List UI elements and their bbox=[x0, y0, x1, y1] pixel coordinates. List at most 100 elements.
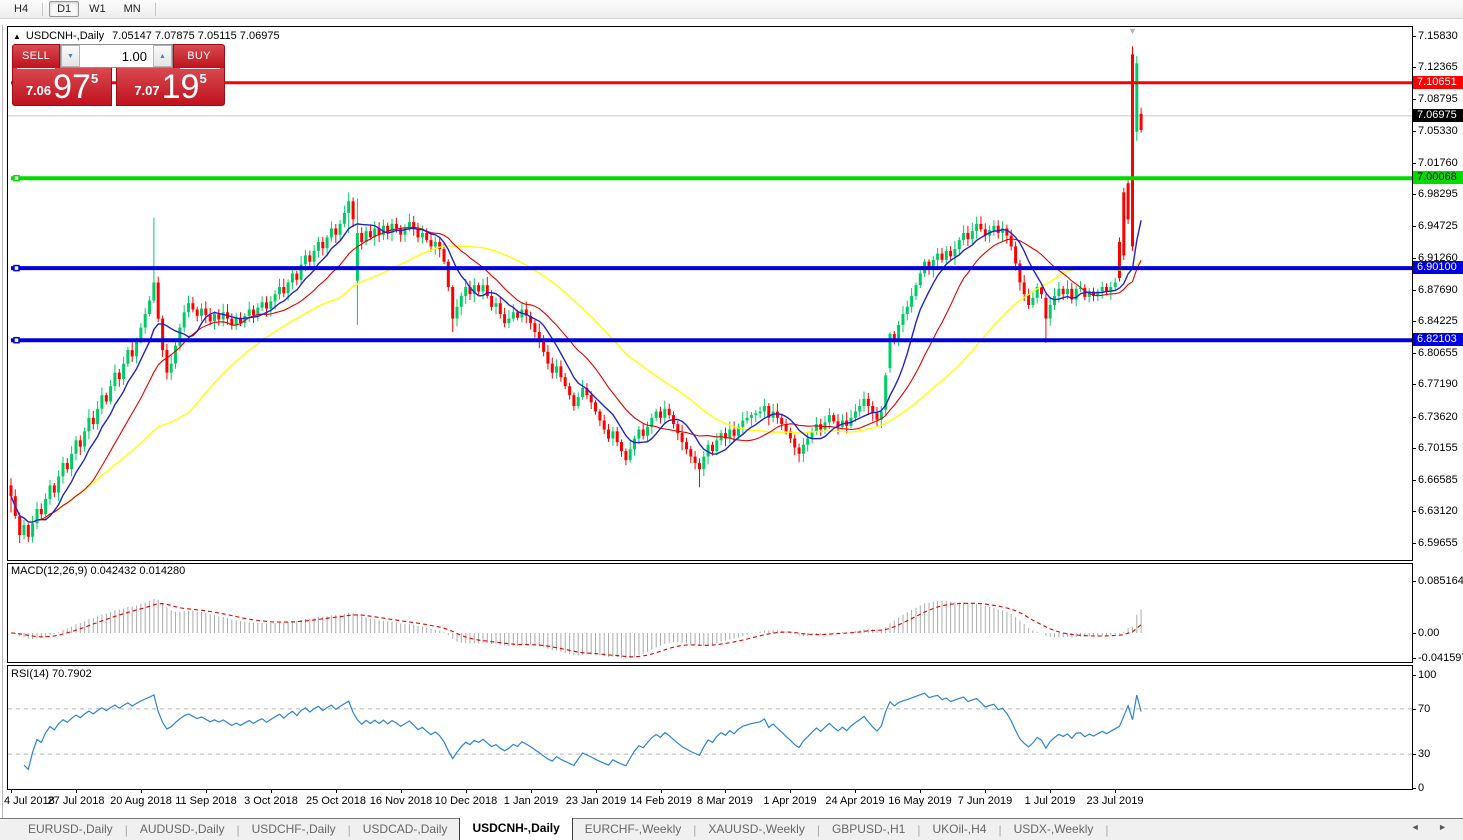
line-anchor[interactable] bbox=[13, 336, 20, 344]
tab-scroll-right-icon[interactable]: ► bbox=[1438, 822, 1455, 832]
date-tick bbox=[725, 789, 726, 793]
price-chart-canvas[interactable] bbox=[8, 27, 1412, 560]
candles-layer bbox=[9, 46, 1143, 544]
toolbar-separator bbox=[42, 2, 44, 16]
price-tick-label: 6.94725 bbox=[1418, 220, 1458, 232]
timeframe-button-h4[interactable]: H4 bbox=[14, 3, 29, 15]
chart-tab-usdx[interactable]: USDX-,Weekly bbox=[1013, 822, 1094, 836]
date-label: 16 May 2019 bbox=[888, 795, 952, 807]
sell-price-big: 97 bbox=[53, 68, 91, 106]
chart-tab-usdcad[interactable]: USDCAD-,Daily bbox=[362, 822, 448, 836]
sell-button-label: SELL bbox=[21, 50, 51, 62]
price-tick-label: 7.12365 bbox=[1418, 61, 1458, 73]
axis-tick bbox=[1412, 226, 1416, 227]
axis-tick bbox=[1412, 511, 1416, 512]
line-anchor[interactable] bbox=[13, 264, 20, 272]
axis-tick bbox=[1412, 788, 1416, 789]
volume-input[interactable] bbox=[80, 45, 153, 67]
axis-tick bbox=[1412, 163, 1416, 164]
ma-slow-line bbox=[10, 244, 1142, 523]
rsi-tick-label: 70 bbox=[1418, 703, 1431, 715]
price-tick-label: 6.70155 bbox=[1418, 442, 1458, 454]
volume-increase-button[interactable]: ▲ bbox=[153, 45, 172, 67]
chart-tab-eurusd[interactable]: EURUSD-,Daily bbox=[28, 822, 113, 836]
price-tick-label: 6.66585 bbox=[1418, 474, 1458, 486]
date-label: 23 Jul 2019 bbox=[1086, 795, 1144, 807]
date-tick bbox=[985, 789, 986, 793]
date-tick bbox=[11, 789, 12, 793]
timeframe-button-d1[interactable]: D1 bbox=[49, 1, 80, 17]
window-left-edge bbox=[2, 25, 3, 818]
price-chart-panel[interactable] bbox=[7, 26, 1413, 561]
rsi-canvas[interactable] bbox=[8, 666, 1412, 789]
macd-tick-label: -0.041597 bbox=[1418, 652, 1463, 664]
rsi-tick-label: 0 bbox=[1418, 782, 1425, 794]
collapse-triangle-icon[interactable]: ▲ bbox=[13, 32, 21, 41]
tab-separator: | bbox=[917, 822, 921, 837]
macd-signal-line bbox=[10, 602, 1142, 658]
chart-tab-audusd[interactable]: AUDUSD-,Daily bbox=[139, 822, 225, 836]
axis-tick bbox=[1412, 99, 1416, 100]
axis-tick bbox=[1412, 633, 1416, 634]
date-tick bbox=[596, 789, 597, 793]
date-label: 11 Sep 2018 bbox=[175, 795, 237, 807]
chart-tab-ukoil[interactable]: UKOil-,H4 bbox=[932, 822, 987, 836]
rsi-panel[interactable] bbox=[7, 665, 1413, 790]
axis-tick bbox=[1412, 754, 1416, 755]
timeframe-button-w1[interactable]: W1 bbox=[89, 3, 106, 15]
chart-tab-eurchf[interactable]: EURCHF-,Weekly bbox=[584, 822, 682, 836]
date-label: 1 Jul 2019 bbox=[1024, 795, 1076, 807]
price-tick-label: 6.77190 bbox=[1418, 378, 1458, 390]
price-tag: 6.90100 bbox=[1413, 261, 1463, 274]
chart-tab-usdcnh[interactable]: USDCNH-,Daily bbox=[459, 817, 573, 840]
sell-price-display[interactable]: 7.06 97 5 bbox=[12, 68, 112, 106]
date-label: 1 Jan 2019 bbox=[503, 795, 559, 807]
tab-scroll-left-icon[interactable]: ◄ bbox=[1410, 822, 1428, 832]
date-tick bbox=[336, 789, 337, 793]
price-tick-label: 7.08795 bbox=[1418, 93, 1458, 105]
timeframe-toolbar: H4 D1 W1 MN bbox=[0, 0, 1463, 19]
buy-price-display[interactable]: 7.07 19 5 bbox=[116, 68, 225, 106]
price-tag: 7.06975 bbox=[1413, 109, 1463, 122]
chart-tab-gbpusd[interactable]: GBPUSD-,H1 bbox=[831, 822, 906, 836]
axis-tick bbox=[1412, 480, 1416, 481]
date-label: 8 Mar 2019 bbox=[697, 795, 753, 807]
axis-tick bbox=[1412, 353, 1416, 354]
line-anchor[interactable] bbox=[13, 174, 20, 182]
chart-shift-marker-icon[interactable]: ▼ bbox=[1128, 26, 1137, 36]
date-tick bbox=[76, 789, 77, 793]
axis-tick bbox=[1412, 258, 1416, 259]
buy-price-prefix: 7.07 bbox=[134, 83, 160, 98]
price-tag: 7.10651 bbox=[1413, 76, 1463, 89]
chart-symbol-label: USDCNH-,Daily bbox=[25, 30, 105, 42]
axis-tick bbox=[1412, 67, 1416, 68]
tab-separator: | bbox=[998, 822, 1002, 837]
axis-tick bbox=[1412, 581, 1416, 582]
axis-tick bbox=[1412, 448, 1416, 449]
price-tick-label: 6.59655 bbox=[1418, 537, 1458, 549]
price-tick-label: 6.98295 bbox=[1418, 188, 1458, 200]
date-tick bbox=[661, 789, 662, 793]
macd-canvas[interactable] bbox=[8, 564, 1412, 662]
ma-mid-line bbox=[10, 226, 1142, 523]
rsi-label: RSI(14) 70.7902 bbox=[11, 668, 92, 680]
axis-tick bbox=[1412, 658, 1416, 659]
rsi-tick-label: 100 bbox=[1418, 669, 1437, 681]
axis-tick bbox=[1412, 384, 1416, 385]
chart-tab-xauusd[interactable]: XAUUSD-,Weekly bbox=[708, 822, 805, 836]
buy-button[interactable]: BUY bbox=[173, 44, 225, 68]
one-click-trading-panel: SELL BUY ▼ ▲ 7.06 97 5 7.07 19 5 bbox=[12, 44, 225, 106]
volume-box: ▼ ▲ bbox=[60, 44, 173, 68]
timeframe-button-mn[interactable]: MN bbox=[123, 3, 141, 15]
price-tick-label: 6.73620 bbox=[1418, 411, 1458, 423]
price-tick-label: 6.87690 bbox=[1418, 284, 1458, 296]
volume-decrease-button[interactable]: ▼ bbox=[61, 45, 80, 67]
price-tag: 7.00068 bbox=[1413, 171, 1463, 184]
macd-panel[interactable] bbox=[7, 563, 1413, 663]
chart-tab-usdchf[interactable]: USDCHF-,Daily bbox=[251, 822, 336, 836]
panel-divider bbox=[17, 68, 55, 69]
buy-price-sup: 5 bbox=[199, 71, 207, 86]
sell-button[interactable]: SELL bbox=[12, 44, 60, 68]
macd-tick-label: 0.085164 bbox=[1418, 575, 1463, 587]
